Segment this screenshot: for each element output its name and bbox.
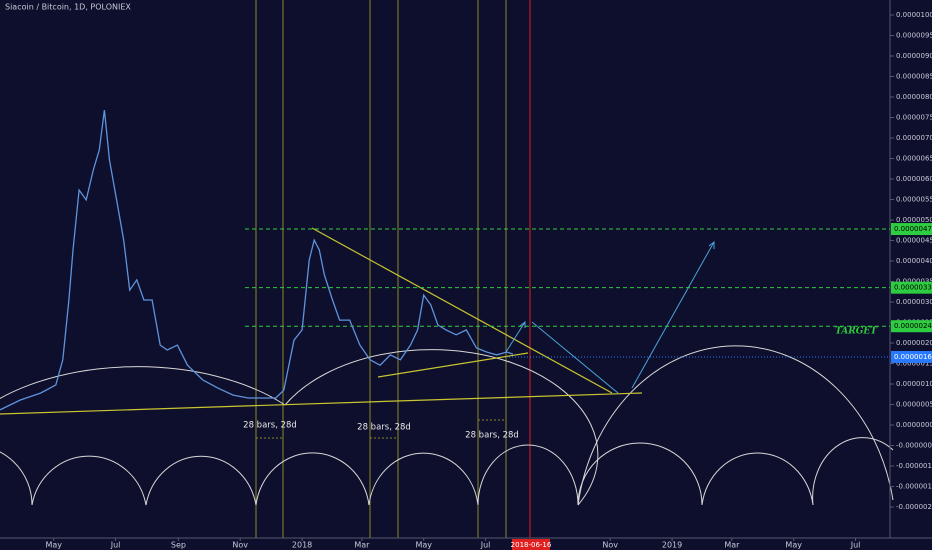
measure-lines [256,419,506,439]
chart-title: Siacoin / Bitcoin, 1D, POLONIEX [5,3,131,12]
last-price-box [891,350,932,363]
y-tick-label: 0.00000000 [896,421,932,429]
x-tick-label: Nov [602,541,618,550]
x-tick-label: Sep [171,541,186,550]
x-tick-label: May [785,541,802,550]
x-tick-label: May [415,541,432,550]
cycle-arcs [0,345,894,506]
cursor-date-box [512,539,550,550]
projection-arrows [505,240,715,394]
x-tick-label: 2019 [662,541,682,550]
trend-lines [0,227,643,415]
vertical-lines [255,0,507,538]
level-label-box [891,320,932,333]
level-label-box [891,223,932,236]
x-tick-label: Jul [480,541,491,550]
level-label: 0.00000335 [894,284,932,292]
x-tick-label: May [45,541,62,550]
annotation: 28 bars, 28d [357,423,411,433]
x-tick-label: Mar [724,541,740,550]
x-tick-label: Jul [110,541,121,550]
target-label: TARGET [835,327,878,337]
level-label: 0.00000241 [894,322,932,330]
annotation: 28 bars, 28d [243,421,297,431]
annotation: 28 bars, 28d [465,431,519,441]
price-line [0,110,514,411]
last-price-label: 0.00000166 [894,353,932,361]
level-label: 0.00000478 [894,225,932,233]
x-tick-label: Mar [354,541,370,550]
x-tick-label: Jul [850,541,861,550]
level-label-box [891,281,932,294]
x-tick-label: Nov [232,541,248,550]
cursor-date: 2018-06-16 [511,541,552,549]
x-tick-label: 2018 [292,541,312,550]
